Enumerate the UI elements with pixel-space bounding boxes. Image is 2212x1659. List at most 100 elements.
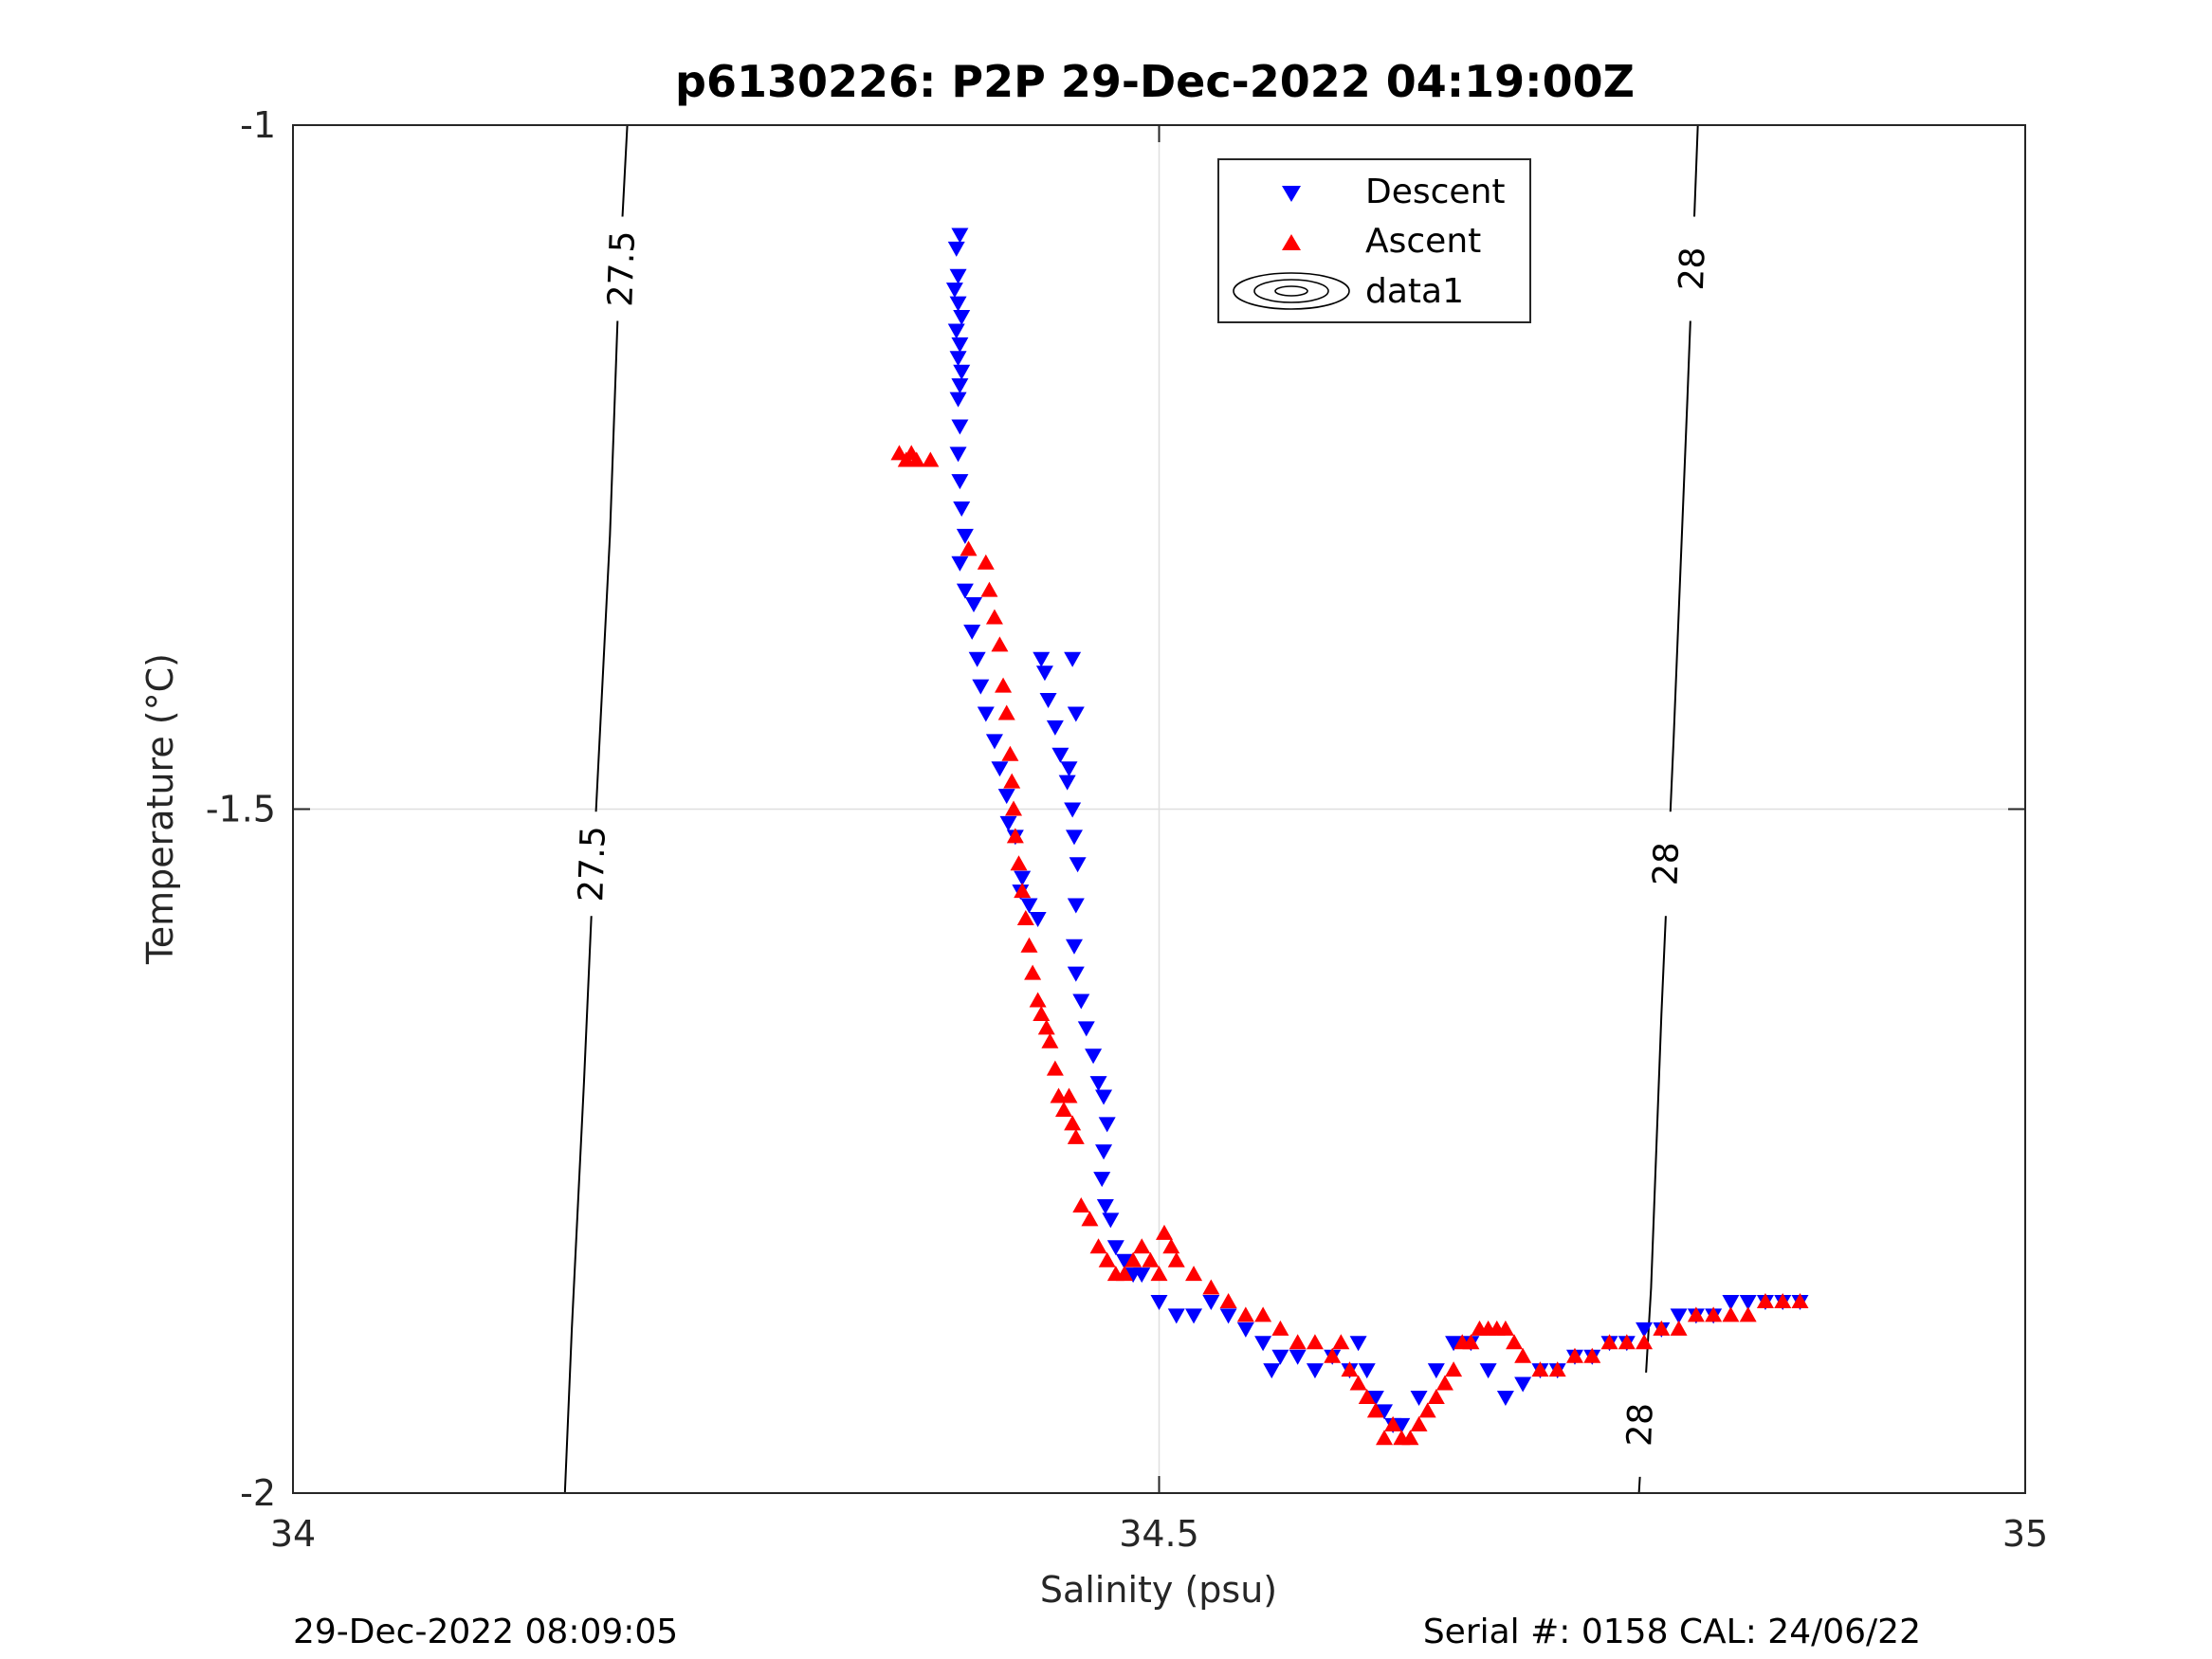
ascent-point (922, 451, 940, 467)
ascent-point (1115, 1266, 1133, 1282)
descent-point (1514, 1376, 1532, 1393)
descent-point (1306, 1363, 1324, 1379)
descent-point (1670, 1308, 1688, 1324)
ascent-point (1401, 1430, 1419, 1446)
legend: Descent Ascent data1 (1217, 158, 1531, 323)
ascent-point (977, 554, 995, 570)
descent-point (1167, 1308, 1185, 1324)
ascent-point (1332, 1334, 1350, 1350)
footer-serial-cal: Serial #: 0158 CAL: 24/06/22 (1423, 1613, 1921, 1651)
descent-point (1085, 1048, 1103, 1065)
descent-point (963, 624, 981, 640)
descent-point (951, 378, 969, 394)
descent-point (1039, 693, 1057, 709)
ascent-point (1089, 1238, 1107, 1254)
descent-point (1185, 1308, 1203, 1324)
ascent-point (1133, 1238, 1151, 1254)
descent-point (1496, 1390, 1514, 1406)
legend-box (1217, 158, 1531, 323)
ascent-point (980, 581, 998, 597)
descent-point (1115, 1253, 1133, 1269)
descent-point (1065, 939, 1083, 955)
descent-point (1636, 1322, 1654, 1338)
contour-label: 27.5 (601, 230, 643, 308)
descent-point (1202, 1294, 1220, 1310)
descent-point (1046, 720, 1064, 736)
ascent-point (1445, 1361, 1463, 1377)
legend-contour-icon (1233, 272, 1350, 310)
contour-label: 28 (1647, 842, 1688, 886)
descent-point (1095, 1144, 1113, 1160)
chart-title: p6130226: P2P 29-Dec-2022 04:19:00Z (675, 56, 1635, 107)
ascent-point (1016, 909, 1034, 925)
descent-point (1058, 775, 1076, 791)
legend-data1-label: data1 (1365, 272, 1464, 311)
descent-point (1150, 1294, 1168, 1310)
descent-point (1051, 747, 1069, 763)
ascent-point (1427, 1388, 1445, 1404)
contour-label-gap (1672, 216, 1714, 321)
ascent-point (1410, 1415, 1428, 1431)
descent-point (1271, 1349, 1289, 1365)
y-axis-label: Temperature (°C) (139, 653, 181, 965)
ascent-point (1029, 992, 1047, 1008)
descent-point (1427, 1363, 1445, 1379)
ascent-point (907, 451, 925, 467)
ascent-point (890, 445, 908, 461)
data-series (890, 228, 1809, 1446)
ascent-point (1636, 1334, 1654, 1350)
density-contours: 27.5 27.5 28 28 28 (563, 124, 1714, 1494)
descent-point (953, 364, 971, 380)
descent-point (1095, 1089, 1113, 1105)
descent-point (1065, 830, 1083, 846)
ascent-point (1687, 1306, 1705, 1322)
ascent-point (1219, 1292, 1237, 1308)
ascent-point (1005, 800, 1023, 816)
ascent-point (1531, 1361, 1549, 1377)
ascent-point (1001, 745, 1019, 761)
y-tick-label: -2 (240, 1472, 276, 1514)
contour-label-gap (1619, 1372, 1662, 1477)
ascent-point (1014, 883, 1032, 899)
ascent-point (1155, 1224, 1173, 1240)
descent-point (951, 228, 969, 244)
ascent-point (1142, 1251, 1160, 1267)
descent-point (947, 323, 965, 339)
x-tick-label: 35 (2002, 1513, 2048, 1555)
descent-point (991, 761, 1009, 777)
ascent-point (1098, 1251, 1116, 1267)
ascent-point (1583, 1347, 1601, 1363)
ascent-point (1739, 1306, 1757, 1322)
ascent-point (1020, 937, 1038, 953)
ascent-point (1081, 1211, 1099, 1227)
descent-point (1739, 1294, 1757, 1310)
descent-point (1445, 1336, 1463, 1352)
contour-label-gap (572, 811, 614, 917)
descent-point (947, 241, 965, 257)
descent-point (949, 268, 967, 284)
ascent-point (1653, 1320, 1671, 1336)
descent-point (1014, 870, 1032, 886)
descent-point (951, 556, 969, 572)
ascent-point (1376, 1430, 1394, 1446)
descent-point (1358, 1363, 1376, 1379)
ascent-point (995, 677, 1013, 693)
ascent-point (1756, 1292, 1774, 1308)
ascent-point (1271, 1320, 1289, 1336)
descent-point (1254, 1336, 1272, 1352)
ascent-point (1006, 828, 1024, 844)
descent-point (1289, 1349, 1307, 1365)
descent-point (1072, 994, 1090, 1010)
descent-point (1093, 1172, 1111, 1188)
descent-point (1060, 761, 1078, 777)
ascent-point (1236, 1306, 1254, 1322)
descent-point (951, 474, 969, 490)
legend-descent-marker (1282, 186, 1301, 202)
ascent-point (1055, 1101, 1073, 1117)
ascent-point (1289, 1334, 1307, 1350)
ascent-point (1037, 1019, 1055, 1035)
ascent-point (1124, 1251, 1143, 1267)
descent-point (1033, 651, 1051, 667)
legend-ascent-marker (1282, 234, 1301, 250)
descent-point (1064, 802, 1082, 818)
